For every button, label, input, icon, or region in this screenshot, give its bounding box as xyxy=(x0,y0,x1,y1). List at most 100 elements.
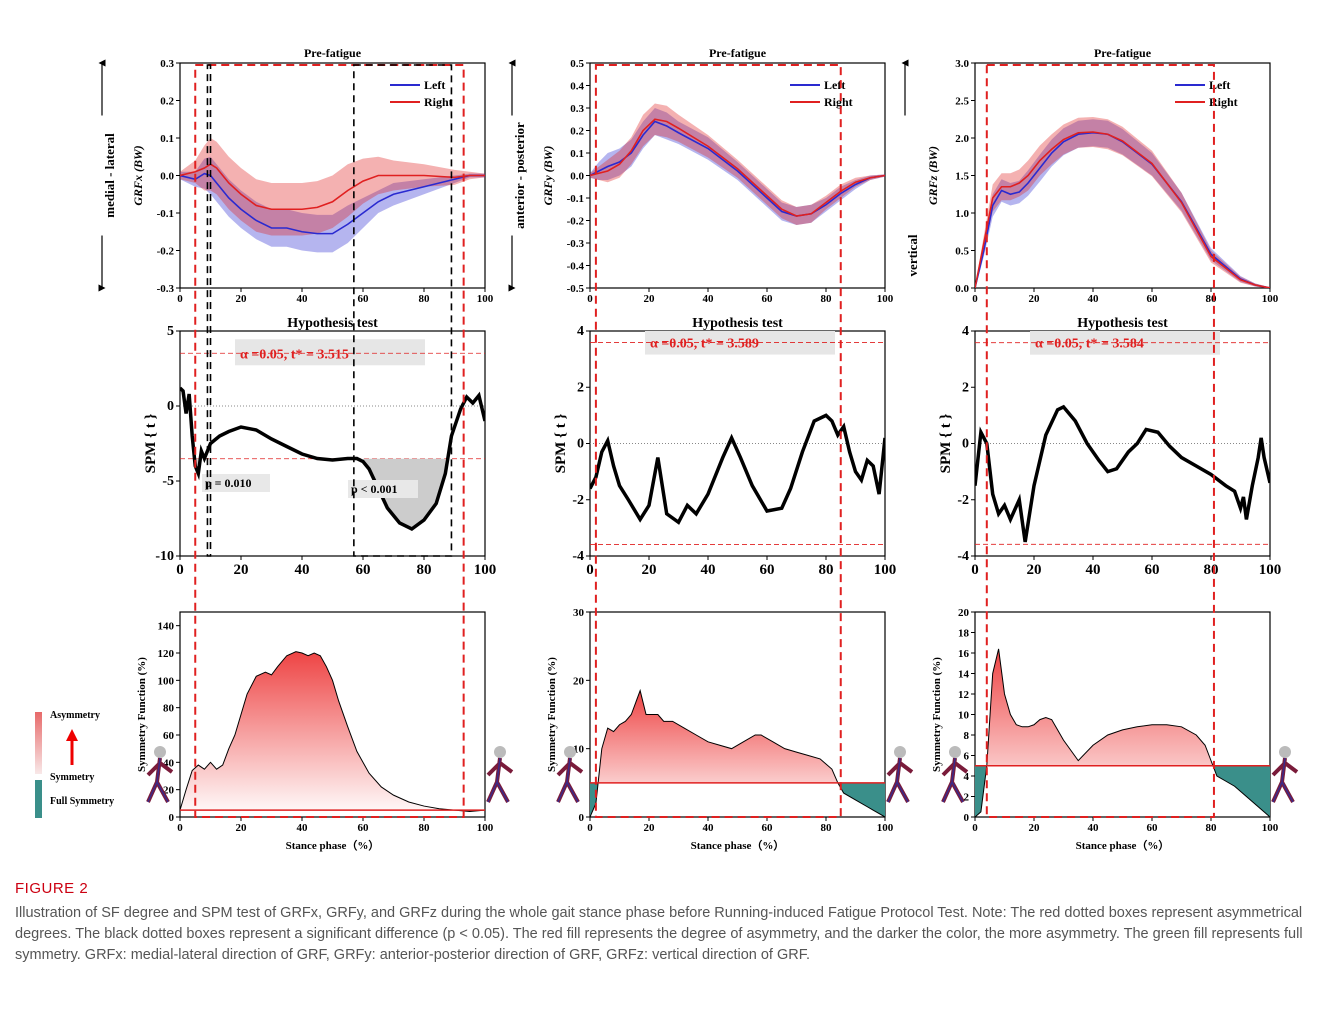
x-tick-label: 60 xyxy=(356,562,371,578)
chart-panel: 3.0 2.5 2.0 1.5 1.0 0.5 0.00 20 40 60 80 100 Pre-fat… xyxy=(901,46,1279,305)
y-tick-label: 3.0 xyxy=(955,58,969,70)
x-tick-label: 60 xyxy=(358,293,370,305)
x-axis-label: Stance phase（%） xyxy=(286,839,380,852)
y-tick-label: 2.5 xyxy=(955,96,969,108)
x-tick-label: 20 xyxy=(236,293,248,305)
y-tick-label: 1.5 xyxy=(955,171,969,183)
x-tick-label: 100 xyxy=(1259,562,1282,578)
plot-area xyxy=(975,331,1270,545)
x-tick-label: 100 xyxy=(477,293,494,305)
plot-frame xyxy=(589,611,886,818)
significant-region-box xyxy=(353,64,453,557)
x-tick-label: 20 xyxy=(1029,293,1041,305)
x-tick-label: 40 xyxy=(703,822,715,834)
legend-label: Left xyxy=(824,78,845,92)
y-tick-label: 10 xyxy=(958,710,970,722)
cluster-p-value: p < 0.001 xyxy=(351,482,398,496)
x-tick-label: 100 xyxy=(877,822,894,834)
runner-muscles xyxy=(1272,757,1294,803)
y-tick-label: 0 xyxy=(167,399,174,414)
x-tick-label: 60 xyxy=(1145,562,1160,578)
x-tick-label: 0 xyxy=(972,293,978,305)
y-tick-label: 12 xyxy=(958,689,970,701)
asymmetry-region-box xyxy=(985,64,1215,818)
y-tick-label: 0 xyxy=(169,812,175,824)
chart-title: Hypothesis test xyxy=(287,316,378,331)
x-tick-label: 0 xyxy=(971,562,979,578)
cluster-p-value: p = 0.010 xyxy=(205,476,252,490)
y-tick-label: 0.0 xyxy=(570,171,584,183)
runner-figure-icon xyxy=(1271,746,1299,803)
y-tick-label: 2 xyxy=(964,792,970,804)
y-axis-label: Symmetry Function (%) xyxy=(546,657,558,772)
spm-t-curve xyxy=(180,386,485,532)
y-tick-label: 6 xyxy=(964,751,970,763)
plot-area xyxy=(590,103,885,225)
y-axis-label: Symmetry Function (%) xyxy=(931,657,943,772)
runner-head xyxy=(564,746,576,758)
symmetry-color-scale: Asymmetry Symmetry Full Symmetry xyxy=(35,710,114,818)
y-tick-label: 30 xyxy=(573,607,585,619)
x-tick-label: 20 xyxy=(1029,822,1041,834)
chart-title: Pre-fatigue xyxy=(1094,46,1152,60)
x-tick-label: 60 xyxy=(1147,293,1159,305)
x-tick-label: 20 xyxy=(644,293,656,305)
y-tick-label: 100 xyxy=(158,675,175,687)
y-tick-label: -2 xyxy=(957,493,969,508)
x-tick-label: 0 xyxy=(176,562,184,578)
threshold-label: α =0.05, t* = 3.589 xyxy=(650,337,759,352)
y-axis-label: Symmetry Function (%) xyxy=(136,657,148,772)
x-tick-label: 80 xyxy=(1204,562,1219,578)
x-tick-label: 40 xyxy=(703,293,715,305)
chart-panel: 0.5 0.4 0.3 0.2 0.1 0.0 -0.1 -0.2 -0.3 -0.4 -0.50 2… xyxy=(508,46,894,305)
y-tick-label: 0.5 xyxy=(570,58,584,70)
y-tick-label: 18 xyxy=(958,628,970,640)
x-tick-label: 100 xyxy=(1262,293,1279,305)
runner-muscles xyxy=(557,757,579,803)
plot-frame xyxy=(179,330,486,557)
legend-label: Left xyxy=(1209,78,1230,92)
y-axis-label: SPM { t } xyxy=(553,414,569,474)
sd-band-right xyxy=(590,103,885,225)
runner-head xyxy=(894,746,906,758)
plot-area xyxy=(590,688,885,817)
x-tick-label: 100 xyxy=(1262,822,1279,834)
y-tick-label: 4 xyxy=(962,324,969,339)
chart-title: Pre-fatigue xyxy=(304,46,362,60)
runner-figure-icon xyxy=(146,746,174,803)
y-tick-label: 20 xyxy=(573,675,585,687)
runner-head xyxy=(154,746,166,758)
asymmetry-gradient-bar xyxy=(35,712,42,774)
y-tick-label: 40 xyxy=(163,757,175,769)
x-tick-label: 40 xyxy=(1088,293,1100,305)
sd-band-left xyxy=(590,108,885,225)
figure-caption: FIGURE 2 Illustration of SF degree and S… xyxy=(15,880,1315,966)
x-tick-label: 0 xyxy=(587,822,593,834)
y-tick-label: -4 xyxy=(957,549,969,564)
x-tick-label: 80 xyxy=(821,293,833,305)
y-tick-label: -0.1 xyxy=(157,208,174,220)
y-tick-label: 2.0 xyxy=(955,133,969,145)
x-tick-label: 80 xyxy=(819,562,834,578)
y-tick-label: 0.2 xyxy=(570,126,584,138)
y-tick-label: 0.1 xyxy=(160,133,174,145)
series-line-right xyxy=(180,163,485,211)
x-tick-label: 60 xyxy=(762,293,774,305)
direction-label: medial - lateral xyxy=(102,133,117,218)
symmetry-function-curve xyxy=(975,648,1270,817)
legend-label: Left xyxy=(424,78,445,92)
y-tick-label: 0.5 xyxy=(955,246,969,258)
x-tick-label: 100 xyxy=(477,822,494,834)
y-tick-label: 2 xyxy=(962,380,969,395)
x-tick-label: 40 xyxy=(297,293,309,305)
y-tick-label: 0 xyxy=(579,812,585,824)
x-tick-label: 60 xyxy=(762,822,774,834)
y-tick-label: 140 xyxy=(158,621,175,633)
y-tick-label: 20 xyxy=(163,785,175,797)
y-tick-label: -0.4 xyxy=(567,261,585,273)
